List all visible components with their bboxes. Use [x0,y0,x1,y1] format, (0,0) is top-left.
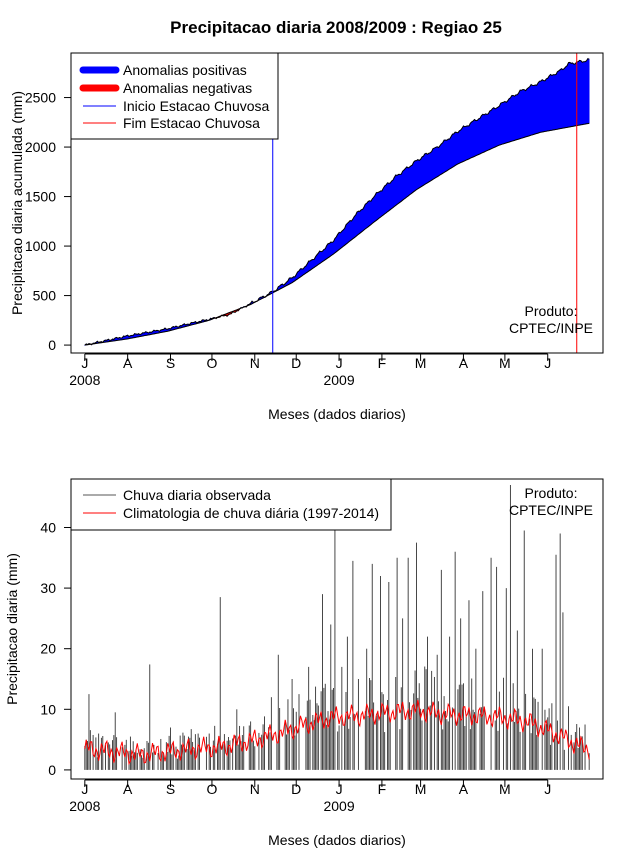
x-tick-label: M [415,781,427,797]
legend-box [70,478,392,531]
x-tick-label: M [415,355,427,371]
x-tick-label: D [291,355,301,371]
legend-label: Inicio Estacao Chuvosa [123,98,270,114]
y-tick-label: 1500 [25,189,56,205]
x-tick-label: A [123,355,133,371]
x-tick-label: J [544,355,551,371]
y-tick-label: 30 [40,580,56,596]
y-tick-label: 20 [40,641,56,657]
product-label: CPTEC/INPE [509,320,593,336]
y-tick-label: 2500 [25,90,56,106]
x-tick-label: A [459,355,469,371]
y-tick-label: 0 [48,337,56,353]
x-tick-label: J [336,355,343,371]
legend: Anomalias positivas Anomalias negativas … [70,52,279,140]
legend-label: Chuva diaria observada [123,487,271,503]
y-tick-label: 1000 [25,238,56,254]
x-tick-label: F [378,355,387,371]
x-tick-label: S [166,781,175,797]
product-label: Produto: [525,303,578,319]
y-axis-label: Precipitacao diaria (mm) [4,553,20,705]
cumulative-series-layer [83,57,590,346]
year-label: 2009 [323,798,354,814]
year-label: 2009 [323,372,354,388]
y-tick-label: 10 [40,701,56,717]
x-tick-label: M [499,355,511,371]
x-tick-label: O [207,355,218,371]
chart-title: Precipitacao diaria 2008/2009 : Regiao 2… [170,18,502,37]
legend-label: Fim Estacao Chuvosa [123,115,260,131]
x-tick-label: A [123,781,133,797]
product-label: CPTEC/INPE [509,502,593,518]
x-axis-label: Meses (dados diarios) [268,406,406,422]
legend-label: Anomalias negativas [123,80,252,96]
y-tick-label: 0 [48,762,56,778]
x-tick-label: F [378,781,387,797]
x-tick-label: M [499,781,511,797]
x-tick-label: J [81,781,88,797]
product-label: Produto: [525,485,578,501]
plot-frame [70,52,604,354]
x-tick-label: N [250,355,260,371]
year-label: 2008 [69,798,100,814]
y-tick-label: 500 [33,288,57,304]
legend-label: Anomalias positivas [123,62,247,78]
climatology-cumulative-line [84,122,590,346]
y-axis-label: Precipitacao diaria acumulada (mm) [9,91,25,315]
x-axis-label: Meses (dados diarios) [268,832,406,848]
x-tick-label: A [459,781,469,797]
x-tick-label: J [336,781,343,797]
x-tick-label: J [544,781,551,797]
y-tick-label: 40 [40,519,56,535]
year-label: 2008 [69,372,100,388]
x-tick-label: O [207,781,218,797]
climatology-daily-line [84,699,590,766]
x-tick-label: D [291,781,301,797]
legend-label: Climatologia de chuva diária (1997-2014) [123,505,379,521]
legend: Chuva diaria observada Climatologia de c… [70,478,392,531]
daily-series-layer [84,485,590,770]
y-tick-label: 2000 [25,139,56,155]
x-tick-label: N [250,781,260,797]
x-tick-label: J [81,355,88,371]
observed-cumulative-line [84,58,590,346]
x-tick-label: S [166,355,175,371]
